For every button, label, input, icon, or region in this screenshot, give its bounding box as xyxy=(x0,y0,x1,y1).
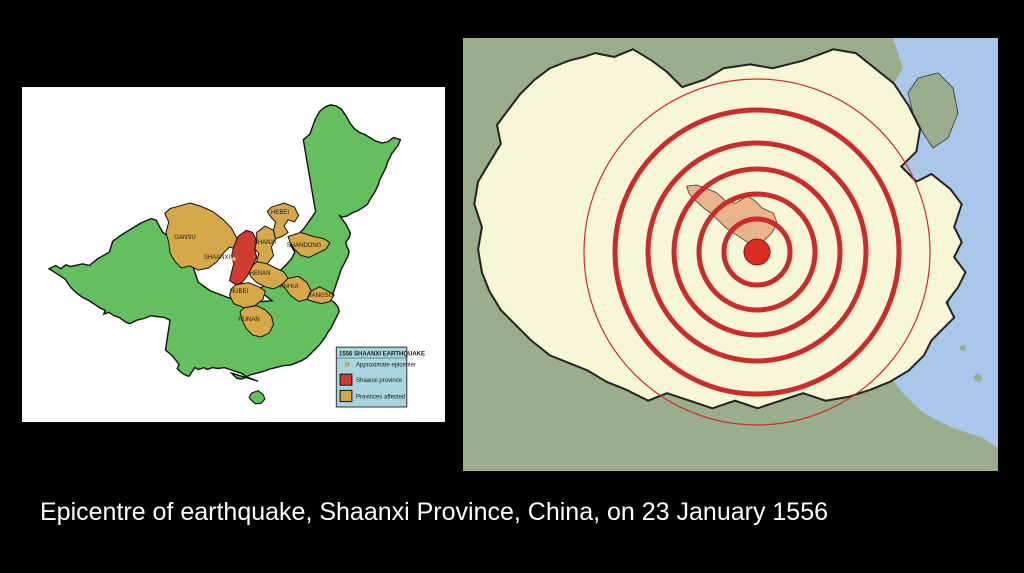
svg-text:HENAN: HENAN xyxy=(249,271,270,277)
svg-text:ANHUI: ANHUI xyxy=(280,284,299,290)
svg-text:SHAANXI: SHAANXI xyxy=(204,255,231,261)
svg-text:Shaanxi province: Shaanxi province xyxy=(356,378,403,384)
svg-text:HEBEI: HEBEI xyxy=(271,210,289,216)
svg-text:SHANXI: SHANXI xyxy=(254,240,277,246)
svg-text:SHANDONG: SHANDONG xyxy=(287,243,322,249)
svg-text:1556 SHAANXI EARTHQUAKE: 1556 SHAANXI EARTHQUAKE xyxy=(339,352,425,358)
svg-text:GANSU: GANSU xyxy=(174,235,195,241)
svg-text:JIANGSU: JIANGSU xyxy=(307,293,333,299)
svg-text:Approximate epicenter: Approximate epicenter xyxy=(356,363,416,369)
svg-text:Provinces affected: Provinces affected xyxy=(356,395,405,401)
svg-text:HUBEI: HUBEI xyxy=(230,289,249,295)
svg-text:HUNAN: HUNAN xyxy=(238,317,259,323)
